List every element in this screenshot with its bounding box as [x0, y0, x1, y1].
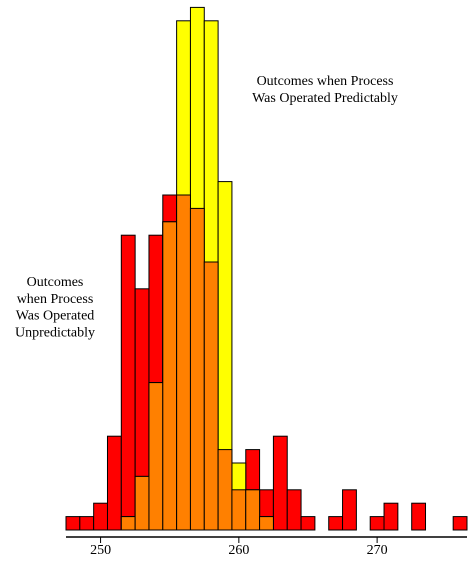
histogram-bar	[452, 516, 468, 531]
overlap-bar	[176, 194, 191, 531]
overlap-bar	[231, 489, 247, 531]
x-tick-label: 250	[90, 543, 111, 558]
histogram-bar	[79, 516, 95, 531]
overlap-bar	[203, 261, 219, 531]
overlap-bar	[217, 449, 233, 531]
annotation: Was Operated	[16, 309, 95, 324]
overlap-bar	[162, 221, 178, 531]
annotation: when Process	[17, 292, 94, 307]
histogram-bar	[120, 234, 136, 531]
overlap-bar	[134, 475, 150, 531]
overlap-bar	[189, 207, 205, 531]
histogram-bar	[286, 489, 302, 531]
histogram-bar	[272, 435, 288, 531]
overlap-bar	[148, 382, 164, 531]
histogram-bar	[106, 435, 122, 531]
overlap-bar	[245, 489, 261, 531]
histogram-bar	[65, 516, 81, 531]
annotation: Outcomes	[27, 275, 84, 290]
histogram-bar	[93, 502, 108, 531]
annotation: Unpredictably	[15, 325, 95, 340]
annotation: Was Operated Predictably	[252, 91, 398, 106]
annotation: Outcomes when Process	[257, 74, 394, 89]
x-tick-label: 270	[367, 543, 388, 558]
histogram-bar	[369, 516, 385, 531]
overlap-bar	[120, 516, 136, 531]
overlap-bar	[259, 516, 274, 531]
x-tick-label: 260	[228, 543, 249, 558]
histogram-bar	[383, 502, 399, 531]
histogram-bar	[300, 516, 316, 531]
histogram-bar	[411, 502, 427, 531]
histogram-bar	[328, 516, 344, 531]
histogram-bar	[342, 489, 357, 531]
